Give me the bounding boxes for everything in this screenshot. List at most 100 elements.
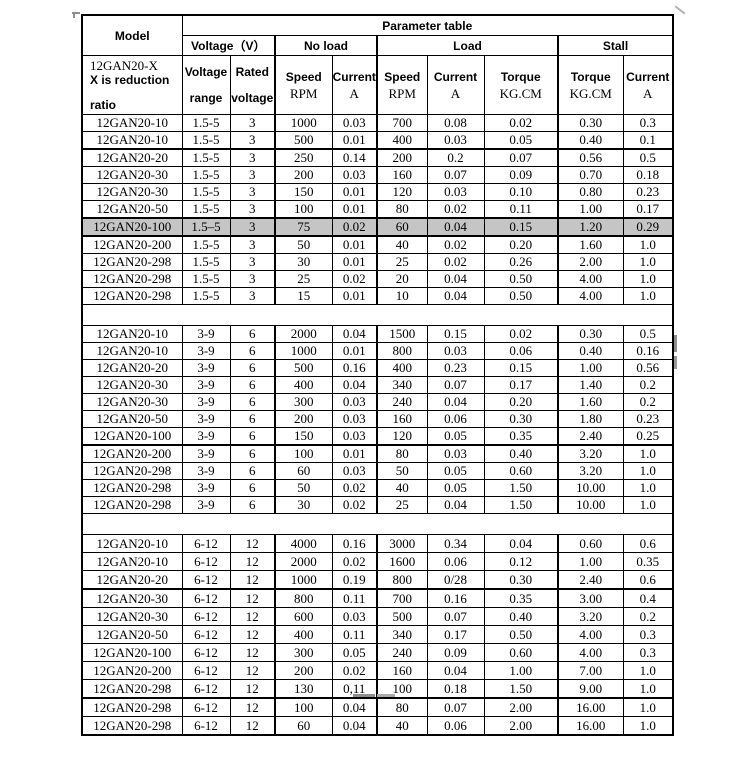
data-cell: 1.5-5 [181, 114, 231, 132]
table-row: 12GAN20-20 6-12 12 1000 0.19 800 0/28 0.30 2.40 0… [81, 570, 674, 590]
data-cell: 25 [376, 253, 428, 271]
data-cell: 0.07 [426, 607, 485, 626]
model-desc-line: X is reduction [90, 73, 170, 87]
data-cell: 3 [229, 253, 276, 271]
data-cell: 10.00 [557, 496, 624, 514]
data-cell: 1.5-5 [181, 166, 231, 184]
column-header: Torque KG.CM [557, 55, 624, 115]
data-cell: 0.60 [483, 643, 559, 662]
data-cell: 0.04 [426, 661, 485, 680]
data-cell: 15 [274, 287, 333, 305]
data-cell: 3000 [376, 534, 428, 553]
data-cell: 3-9 [181, 376, 231, 394]
data-cell: 0.16 [331, 534, 378, 553]
data-cell: 0.01 [331, 444, 378, 463]
table-row: 12GAN20-200 1.5-5 3 50 0.01 40 0.02 0.20 1.60 1.0 [81, 235, 674, 254]
model-cell: 12GAN20-10 [81, 114, 183, 132]
data-cell: 6-12 [181, 625, 231, 644]
data-cell: 120 [376, 183, 428, 201]
data-cell: 80 [376, 200, 428, 219]
data-cell: 3.20 [557, 462, 624, 480]
data-cell: 12 [229, 607, 276, 626]
data-cell: 0.09 [426, 643, 485, 662]
data-cell: 150 [274, 183, 333, 201]
data-cell: 40 [376, 479, 428, 497]
data-cell: 3 [229, 235, 276, 254]
scan-artifact [674, 356, 677, 369]
data-cell: 1000 [274, 342, 333, 360]
model-description-cell: 12GAN20-X X is reduction ratio [81, 55, 183, 115]
model-cell: 12GAN20-10 [81, 342, 183, 360]
model-cell: 12GAN20-298 [81, 253, 183, 271]
table-row: 12GAN20-10 3-9 6 2000 0.04 1500 0.15 0.02 0.30 0.… [81, 325, 674, 343]
data-cell: 3-9 [181, 359, 231, 377]
data-cell: 0.50 [483, 625, 559, 644]
data-cell: 0.04 [426, 217, 485, 237]
data-cell: 0.05 [426, 479, 485, 497]
data-cell: 0.16 [331, 359, 378, 377]
data-cell: 0.04 [426, 393, 485, 411]
data-cell: 0.09 [483, 166, 559, 184]
data-cell: 1.5-5 [181, 200, 231, 219]
data-cell: 0.56 [557, 148, 624, 167]
data-cell: 3-9 [181, 462, 231, 480]
data-cell: 4.00 [557, 643, 624, 662]
data-cell: 0.03 [426, 444, 485, 463]
data-cell: 0.60 [557, 534, 624, 553]
data-cell: 1000 [274, 570, 333, 590]
data-cell: 120 [376, 427, 428, 446]
data-cell: 0.30 [483, 570, 559, 590]
table-row: 12GAN20-298 6-12 12 130 0,11 100 0.18 1.50 9.00 1… [81, 679, 674, 699]
data-cell: 0.18 [622, 166, 674, 184]
data-cell: 0.02 [331, 496, 378, 514]
data-cell: 0.15 [483, 359, 559, 377]
data-cell: 6 [229, 462, 276, 480]
data-cell: 0.02 [331, 217, 378, 237]
data-cell: 3 [229, 200, 276, 219]
data-cell: 12 [229, 534, 276, 553]
group-header: No load [274, 35, 378, 56]
table-row: 12GAN20-30 1.5-5 3 200 0.03 160 0.07 0.09 0.70 0.… [81, 166, 674, 184]
data-cell: 0.04 [331, 325, 378, 343]
data-cell: 200 [274, 166, 333, 184]
data-cell: 4000 [274, 534, 333, 553]
data-cell: 0.01 [331, 200, 378, 219]
data-cell: 340 [376, 625, 428, 644]
data-cell: 40 [376, 716, 428, 736]
data-cell: 50 [274, 479, 333, 497]
data-cell: 0.03 [331, 114, 378, 132]
data-cell: 0.07 [426, 697, 485, 717]
data-cell: 200 [376, 148, 428, 167]
data-cell: 7.00 [557, 661, 624, 680]
data-cell: 1.5-5 [181, 287, 231, 305]
data-cell: 400 [376, 131, 428, 150]
model-cell: 12GAN20-30 [81, 588, 183, 608]
data-cell: 0.02 [331, 270, 378, 288]
data-cell: 0.23 [426, 359, 485, 377]
data-cell: 0.02 [426, 200, 485, 219]
data-cell: 0.01 [331, 253, 378, 271]
data-cell: 3 [229, 287, 276, 305]
data-cell: 3.20 [557, 444, 624, 463]
group-header: Stall [557, 35, 674, 56]
data-cell: 0.19 [331, 570, 378, 590]
data-cell: 0.18 [426, 679, 485, 699]
data-cell: 6 [229, 410, 276, 428]
data-cell: 0.04 [426, 287, 485, 305]
data-cell: 160 [376, 410, 428, 428]
data-cell: 0.17 [483, 376, 559, 394]
data-cell: 40 [376, 235, 428, 254]
model-cell: 12GAN20-298 [81, 462, 183, 480]
data-cell: 0.03 [331, 427, 378, 446]
table-row: 12GAN20-200 6-12 12 200 0.02 160 0.04 1.00 7.00 1… [81, 661, 674, 680]
data-cell: 6-12 [181, 643, 231, 662]
table-row: 12GAN20-298 3-9 6 30 0.02 25 0.04 1.50 10.00 1.0 [81, 496, 674, 514]
data-cell: 0.5 [622, 325, 674, 343]
spacer-cell [81, 304, 674, 326]
data-cell: 3-9 [181, 427, 231, 446]
data-cell: 100 [376, 679, 428, 699]
data-cell: 0.35 [622, 552, 674, 571]
data-cell: 3 [229, 217, 276, 237]
data-cell: 6-12 [181, 607, 231, 626]
data-cell: 6-12 [181, 588, 231, 608]
